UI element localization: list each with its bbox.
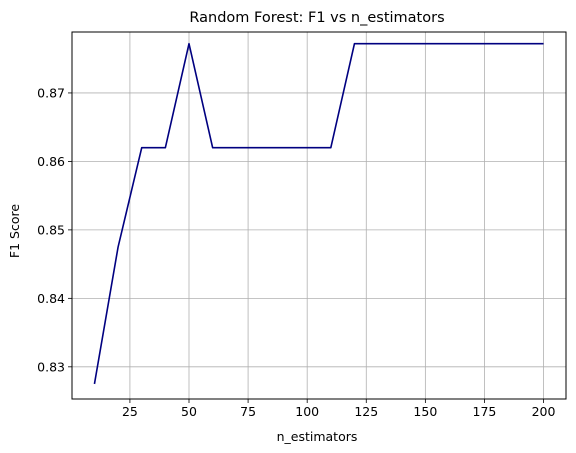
y-tick-label: 0.83 — [37, 359, 65, 374]
x-tick-label: 100 — [295, 404, 319, 419]
y-tick-label: 0.87 — [37, 85, 65, 100]
chart-title: Random Forest: F1 vs n_estimators — [189, 10, 444, 26]
y-tick-label: 0.85 — [37, 222, 65, 237]
x-tick-label: 50 — [181, 404, 197, 419]
x-axis-label: n_estimators — [277, 429, 358, 444]
plot-frame — [71, 31, 567, 400]
series-layer — [93, 42, 544, 385]
y-tick-label: 0.84 — [37, 291, 65, 306]
x-tick-label: 200 — [532, 404, 556, 419]
grid — [72, 32, 566, 399]
x-tick-label: 125 — [354, 404, 378, 419]
x-tick-label: 75 — [240, 404, 256, 419]
y-axis-label: F1 Score — [7, 204, 22, 258]
x-tick-label: 175 — [473, 404, 497, 419]
y-tick-label: 0.86 — [37, 154, 65, 169]
x-tick-label: 150 — [413, 404, 437, 419]
y-axis: 0.83 0.84 0.85 0.86 0.87 — [37, 85, 72, 374]
x-tick-label: 25 — [122, 404, 138, 419]
x-axis: 25 50 75 100 125 150 175 200 — [122, 399, 556, 419]
series-line — [93, 42, 544, 385]
